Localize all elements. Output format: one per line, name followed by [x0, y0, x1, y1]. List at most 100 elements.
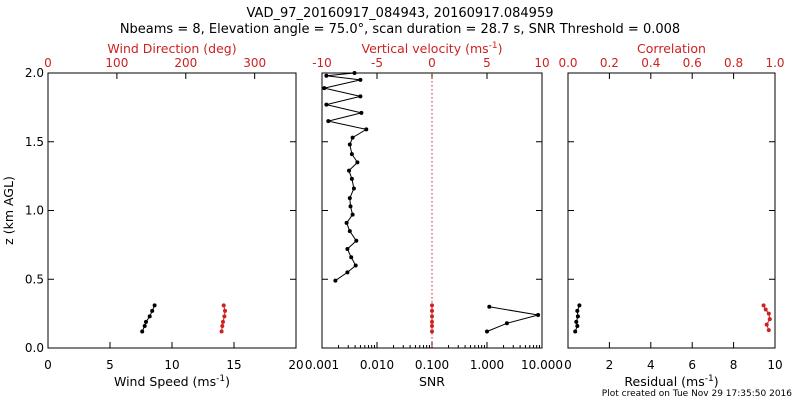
panel-3-bottom-tick-label: 8 [730, 358, 738, 372]
panel-2-series-1-point [324, 102, 329, 107]
panel-2-series-2-point [487, 304, 492, 309]
panel-2-series-2-point [504, 321, 509, 326]
panel-1-bottom-tick-label: 5 [106, 358, 114, 372]
panel-2-series-1-point [345, 270, 350, 275]
panel-3-series-1-point [577, 303, 582, 308]
panel-2-top-axis-label: Vertical velocity (ms-1) [361, 41, 502, 56]
panel-2-series-1-line [324, 72, 368, 282]
panel-3-series-2-point [763, 307, 768, 312]
panel-2-series-3-point [430, 319, 434, 324]
panel-1-series-2-point [220, 324, 225, 328]
panel-3-series-1-point [574, 319, 579, 324]
panel-2-series-2-point [536, 313, 541, 317]
y-tick-label: 1.5 [25, 135, 44, 149]
panel-1-series-1-point [147, 314, 152, 319]
panel-2-series-3-point [430, 303, 434, 308]
panel-2-series-3-point [430, 314, 434, 319]
panel-2-series-1-point [350, 212, 355, 217]
panel-2-series-1-point [352, 71, 357, 75]
panel-2-series-1-point [322, 86, 327, 91]
panel-2-top-tick-label: 10 [534, 56, 549, 70]
panel-3-top-tick-label: 0.8 [724, 56, 743, 70]
panel-2-series-3-point [430, 329, 434, 334]
panel-3-series-1-point [575, 324, 580, 328]
panel-1-series-2-point [221, 319, 225, 324]
panel-3-top-tick-label: 0.4 [641, 56, 660, 70]
panel-1-top-tick-label: 300 [243, 56, 266, 70]
panel-1-bottom-tick-label: 0 [44, 358, 52, 372]
panel-3-top-tick-label: 0.2 [600, 56, 619, 70]
panel-2-series-1-point [348, 204, 353, 209]
panel-3-series-1-point [573, 329, 578, 334]
panel-2-series-1-point [355, 160, 360, 165]
panel-2-series-1-point [333, 278, 338, 283]
panel-1-frame [47, 72, 297, 349]
panel-2-bottom-tick-label: 10.000 [521, 358, 563, 372]
panel-2-series-1-point [349, 152, 354, 157]
panel-2-series-3-point [430, 324, 434, 328]
panel-3-bottom-axis-label: Residual (ms-1) [624, 374, 718, 389]
panel-2-series-1-point [347, 168, 351, 173]
panel-1-top-tick-label: 200 [174, 56, 197, 70]
panel-1-series-2-point [221, 303, 226, 308]
panel-2-series-1-point [358, 94, 363, 99]
panel-2-top-tick-label: -10 [312, 56, 332, 70]
title-line-2: Nbeams = 8, Elevation angle = 75.0°, sca… [120, 22, 680, 37]
panel-3-series-1-point [575, 314, 580, 319]
y-tick-label: 1.0 [25, 204, 44, 218]
panel-2-series-1-point [349, 176, 354, 181]
panel-2-bottom-axis-label: SNR [419, 374, 445, 389]
panel-3-series-1-point [575, 308, 580, 313]
title-line-1: VAD_97_20160917_084943, 20160917.084959 [247, 6, 554, 21]
panel-3-top-tick-label: 0.6 [683, 56, 702, 70]
panel-2-bottom-tick-label: 0.010 [360, 358, 394, 372]
y-tick-label: 0.5 [25, 272, 44, 286]
panel-3-bottom-tick-label: 2 [606, 358, 614, 372]
panel-2-series-1-point [350, 135, 355, 140]
panel-1-top-tick-label: 100 [105, 56, 128, 70]
panel-2-series-2-line [486, 306, 539, 332]
panel-1-series-1-point [152, 303, 157, 308]
y-tick-label: 0.0 [25, 341, 44, 355]
panel-3-series-2-point [764, 322, 769, 327]
panel-3-top-tick-label: 0.0 [558, 56, 577, 70]
panel-2-series-1-point [353, 263, 358, 268]
panel-1-bottom-tick-label: 10 [164, 358, 179, 372]
panel-2-series-1-point [354, 238, 359, 243]
panel-3-bottom-tick-label: 6 [688, 358, 696, 372]
panel-2-series-1-point [349, 255, 354, 260]
panel-2-series-1-point [358, 77, 363, 82]
panel-3-bottom-tick-label: 0 [564, 358, 572, 372]
panel-3-top-axis-label: Correlation [637, 41, 706, 56]
panel-3-series-2-point [761, 303, 766, 308]
panel-1-bottom-tick-label: 20 [288, 358, 303, 372]
y-tick-label: 2.0 [25, 66, 44, 80]
panel-1-series-1-point [140, 329, 145, 334]
panel-2-bottom-tick-label: 0.001 [305, 358, 339, 372]
panel-1-series-2-point [222, 314, 227, 319]
panel-2-series-1-point [345, 247, 350, 251]
panel-2-bottom-tick-label: 0.100 [415, 358, 449, 372]
panel-1-series-1-point [150, 308, 155, 313]
panel-2-top-tick-label: -5 [371, 56, 383, 70]
panel-2-series-1-point [347, 196, 352, 201]
panel-3-top-tick-label: 1.0 [765, 56, 784, 70]
panel-1-series-2-point [223, 308, 227, 313]
panel-3-bottom-tick-label: 10 [767, 358, 782, 372]
panel-3-series-2-point [766, 328, 771, 333]
plot-created-footer: Plot created on Tue Nov 29 17:35:50 2016 [602, 389, 792, 399]
panel-1-series-1-point [144, 319, 148, 324]
panel-2-series-2-point [485, 329, 489, 334]
panel-1-series-1-point [142, 324, 147, 328]
panel-2-series-1-point [324, 73, 329, 78]
panel-1-top-axis-label: Wind Direction (deg) [107, 41, 236, 56]
panel-2-series-1-point [359, 110, 364, 115]
panel-2-series-1-point [344, 220, 349, 225]
panel-3-series-2-point [767, 317, 772, 322]
panel-1-top-tick-label: 0 [44, 56, 52, 70]
panel-2-series-1-point [326, 119, 331, 124]
panel-1-bottom-axis-label: Wind Speed (ms-1) [114, 374, 230, 389]
panel-2-top-tick-label: 5 [483, 56, 491, 70]
